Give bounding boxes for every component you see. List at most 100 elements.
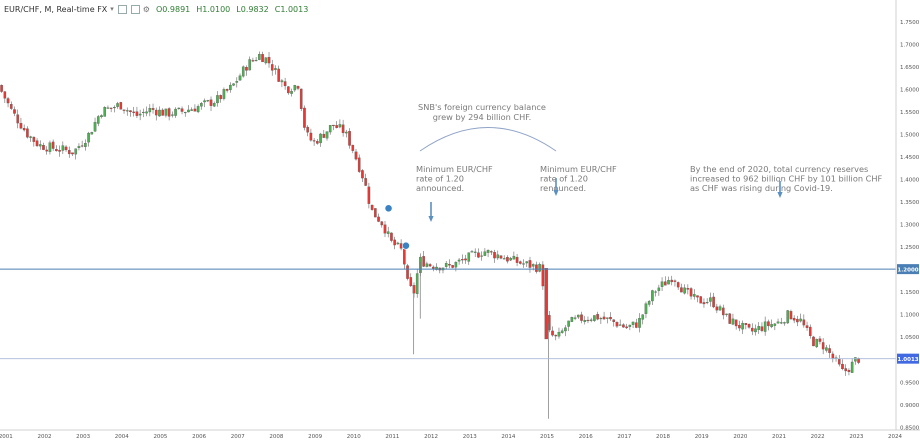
candle-body [216, 95, 219, 104]
candle-body [390, 232, 393, 241]
candle-body [486, 249, 490, 253]
candle-body [125, 110, 129, 112]
checkbox-icon[interactable] [130, 4, 140, 14]
candle-body [103, 107, 107, 117]
candle-body [567, 320, 570, 327]
candle-body [338, 124, 342, 128]
x-tick-label: 2006 [192, 434, 206, 440]
candle-body [6, 98, 10, 104]
candle-body [386, 231, 390, 234]
candle-body [9, 104, 13, 109]
symbol-title[interactable]: EUR/CHF, M, Real-time FX [4, 4, 108, 14]
candle-body [754, 328, 757, 333]
x-tick-label: 2010 [347, 434, 361, 440]
candle-body [432, 266, 435, 269]
y-tick-label: 0.8500 [900, 425, 920, 431]
candle-body [183, 111, 187, 114]
candle-body [564, 327, 567, 332]
candle-body [763, 321, 767, 332]
candle-body [451, 265, 454, 268]
y-tick-label: 1.4500 [900, 155, 920, 161]
candle-body [51, 141, 55, 149]
candle-body [219, 95, 222, 100]
candle-body [129, 110, 132, 113]
candle-body [792, 317, 796, 321]
time-axis[interactable]: 2001 2002 2003 2004 2005 2006 2007 2008 2009 2010… [0, 429, 920, 440]
chevron-down-icon[interactable]: ▾ [110, 5, 114, 13]
candle-body [393, 239, 396, 246]
candle-body [709, 297, 712, 302]
candle-body [71, 152, 74, 155]
candle-body [741, 322, 744, 330]
annotation-text: announced. [416, 183, 464, 193]
candle-body [696, 295, 699, 298]
candle-body [277, 68, 280, 82]
candle-body [261, 54, 264, 63]
candle-body [812, 336, 815, 347]
x-tick-label: 2015 [540, 434, 554, 440]
candle-body [663, 281, 667, 286]
candle-body [293, 85, 297, 91]
checkbox-icon[interactable] [117, 4, 127, 14]
candle-body [229, 84, 232, 91]
candle-body [145, 111, 148, 114]
candle-body [628, 324, 632, 327]
candle-body [399, 243, 403, 249]
candle-body [783, 322, 786, 324]
candle-body [361, 170, 364, 179]
candle-body [647, 301, 651, 305]
event-marker-icon[interactable] [402, 241, 410, 250]
candle-body [654, 291, 657, 293]
candle-body [267, 57, 271, 64]
candle-body [802, 319, 806, 326]
candle-body [586, 319, 590, 322]
candle-body [660, 281, 664, 287]
event-marker-icon[interactable] [384, 204, 393, 213]
candle-body [776, 321, 780, 324]
candle-body [164, 108, 168, 116]
candle-body [374, 208, 377, 218]
candle-body [692, 294, 696, 297]
candle-body [770, 324, 773, 328]
candle-body [13, 109, 16, 114]
annotation-text: grew by 294 billion CHF. [433, 112, 532, 122]
candle-body [258, 54, 261, 60]
x-tick-label: 2020 [733, 434, 747, 440]
candle-body [509, 257, 512, 261]
candle-body [519, 261, 522, 264]
candle-body [457, 259, 461, 262]
candle-body [212, 103, 216, 107]
candle-body [657, 287, 661, 291]
candle-body [490, 251, 493, 253]
candle-body [779, 322, 783, 324]
annotation-text: SNB's foreign currency balance [418, 102, 546, 112]
candle-body [580, 314, 583, 321]
candle-body [799, 318, 802, 322]
candle-body [251, 60, 255, 62]
candle-body [322, 133, 326, 138]
gear-icon[interactable]: ⚙ [142, 4, 150, 14]
candle-body [122, 109, 126, 111]
candle-body [615, 322, 619, 327]
candle-body [187, 109, 190, 113]
price-label: 1.0013 [897, 357, 918, 363]
candle-body [32, 136, 36, 142]
candle-body [409, 277, 413, 287]
candle-body [299, 88, 303, 110]
candle-body [596, 314, 599, 320]
candle-body [602, 316, 606, 320]
candle-body [641, 314, 645, 320]
price-axis[interactable]: 1.7500 1.7000 1.6500 1.6000 1.5500 1.5000 1.45… [895, 0, 920, 431]
candle-body [116, 103, 119, 107]
candle-body [90, 132, 94, 135]
candle-body [61, 145, 65, 151]
candle-body [821, 342, 825, 350]
candle-body [786, 310, 790, 324]
candle-body [80, 145, 84, 147]
candle-body [461, 259, 464, 261]
candle-body [241, 66, 245, 77]
candle-body [309, 132, 313, 141]
candle-body [254, 59, 258, 62]
